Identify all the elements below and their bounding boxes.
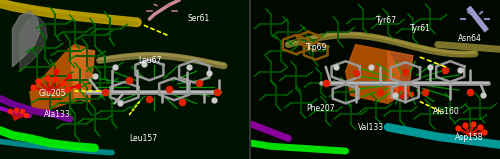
Text: Asn64: Asn64 <box>458 34 481 43</box>
Text: Ala133: Ala133 <box>44 110 70 119</box>
Polygon shape <box>346 45 401 103</box>
Text: Trp69: Trp69 <box>306 43 327 52</box>
Polygon shape <box>30 45 87 111</box>
Text: Val133: Val133 <box>358 123 384 132</box>
Text: Ser61: Ser61 <box>188 14 210 23</box>
Polygon shape <box>388 51 413 99</box>
Text: Ala160: Ala160 <box>433 107 460 116</box>
Text: Tyr61: Tyr61 <box>410 24 431 33</box>
Text: Glu205: Glu205 <box>38 89 66 97</box>
Text: Asp158: Asp158 <box>455 133 484 142</box>
Text: Phe207: Phe207 <box>306 104 334 113</box>
Polygon shape <box>70 48 94 102</box>
Polygon shape <box>20 16 48 72</box>
Text: Leu67: Leu67 <box>138 56 162 65</box>
Polygon shape <box>12 11 40 67</box>
Text: Tyr67: Tyr67 <box>376 16 396 25</box>
Text: Leu157: Leu157 <box>130 134 158 143</box>
